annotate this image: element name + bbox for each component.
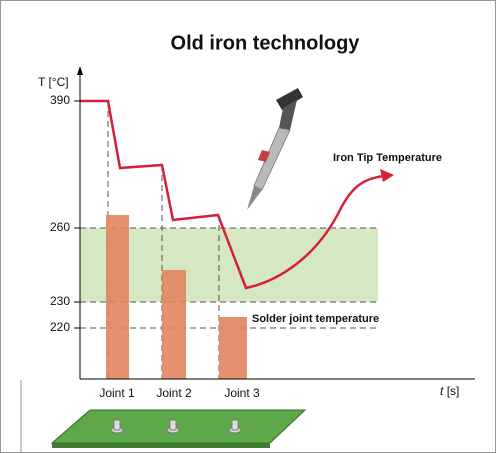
x-axis-variable: t	[440, 384, 444, 398]
y-tick-label: 390	[50, 93, 70, 107]
diagram: Old iron technology T [°C] 390 260 230 2…	[0, 0, 496, 453]
pcb	[52, 410, 305, 448]
annotation: Solder joint temperature	[252, 313, 379, 325]
frame	[1, 1, 496, 453]
y-tick-label: 260	[50, 220, 70, 234]
x-axis-label: t [s]	[440, 384, 459, 398]
x-category: Joint 2	[156, 386, 192, 400]
y-tick-label: 220	[50, 320, 70, 334]
x-axis-unit: [s]	[447, 384, 460, 398]
y-tick-label: 230	[50, 294, 70, 308]
x-category: Joint 1	[99, 386, 135, 400]
x-category: Joint 3	[224, 386, 260, 400]
annotation: Iron Tip Temperature	[333, 152, 442, 164]
joint-bar	[106, 215, 129, 379]
title: Old iron technology	[171, 32, 361, 54]
joint-bar	[219, 317, 247, 379]
joint-bar	[162, 270, 186, 379]
y-axis-label: T [°C]	[38, 75, 69, 89]
